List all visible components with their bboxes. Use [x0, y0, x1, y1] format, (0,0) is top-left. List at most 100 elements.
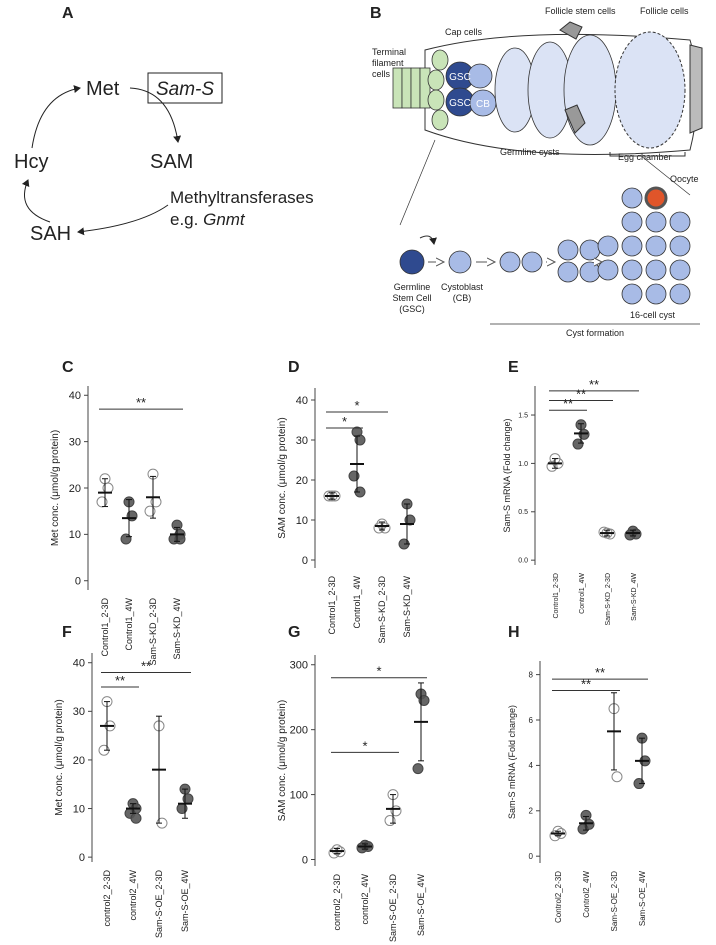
data-point: [384, 815, 396, 827]
y-tick-label: 0: [529, 852, 534, 861]
y-axis-label: Sam-S mRNA (Fold change): [502, 418, 512, 532]
egg-chamber: [614, 31, 686, 149]
significance-label: **: [576, 387, 586, 402]
x-tick-label: Sam-S-KD_2-3D: [605, 573, 612, 626]
node: Met: [86, 78, 120, 100]
label: (CB): [453, 293, 472, 303]
label: Cystoblast (CB): [441, 282, 484, 303]
x-tick-label: Sam-S-KD_4W: [631, 573, 638, 621]
y-tick-label: 4: [529, 761, 534, 770]
y-tick-label: 8: [529, 670, 534, 679]
data-point: [379, 522, 391, 534]
panel-label: B: [370, 5, 382, 22]
diagram-a: A Met Sam-S SAM Methyltransferases e.g. …: [14, 5, 314, 245]
significance-label: **: [115, 673, 125, 688]
terminal-filament: [392, 67, 431, 109]
x-tick-label: Control1_2-3D: [100, 598, 110, 657]
y-tick-label: 40: [69, 390, 81, 402]
node: Hcy: [14, 151, 48, 173]
significance-label: **: [141, 658, 151, 673]
label: Germline Stem Cell (GSC): [392, 282, 431, 314]
label: Stem Cell: [392, 293, 431, 303]
data-point: [130, 812, 142, 824]
node: e.g. Gnmt: [170, 210, 246, 229]
x-tick-label: Control1_4W: [352, 576, 362, 629]
y-tick-label: 0.5: [518, 509, 528, 516]
germline-cysts: [494, 34, 617, 146]
x-tick-label: Sam-S-KD_2-3D: [377, 576, 387, 644]
panel-label: G: [288, 624, 300, 641]
y-tick-label: 20: [296, 475, 308, 487]
label: Oocyte: [670, 174, 699, 184]
significance-label: *: [362, 738, 367, 753]
y-tick-label: 0: [75, 576, 81, 588]
bracket: [609, 152, 686, 157]
label: GSC: [449, 98, 471, 109]
y-tick-label: 300: [290, 660, 308, 672]
x-tick-label: Sam-S-OE_2-3D: [610, 871, 619, 932]
label: Germline cysts: [500, 147, 560, 157]
label: Germline: [394, 282, 431, 292]
y-tick-label: 30: [296, 435, 308, 447]
label: (GSC): [399, 304, 425, 314]
arrow: [77, 204, 169, 236]
data-point: [390, 805, 402, 817]
significance-label: **: [136, 395, 146, 410]
y-axis-label: Met conc. (μmol/g protein): [50, 430, 61, 546]
node: Methyltransferases: [170, 188, 314, 207]
x-tick-label: Control1_4W: [124, 598, 134, 651]
panel-label: A: [62, 5, 74, 22]
y-tick-label: 10: [73, 803, 85, 815]
cyst-cells: [499, 187, 691, 305]
significance-label: **: [581, 677, 591, 692]
x-tick-label: control2_4W: [128, 870, 138, 921]
significance-label: **: [589, 377, 599, 392]
arrow: [129, 87, 182, 143]
label: Cystoblast: [441, 282, 484, 292]
arrow: [21, 179, 51, 223]
arrow: [419, 235, 437, 245]
label: 16-cell cyst: [630, 310, 676, 320]
y-tick-label: 40: [296, 395, 308, 407]
y-axis-label: Met conc. (μmol/g protein): [54, 699, 65, 815]
diagram-b: B GSC GSC CB Cap cells Terminal filament c…: [370, 5, 703, 338]
x-tick-label: Sam-S-KD_4W: [172, 598, 182, 660]
panel-label: D: [288, 359, 300, 376]
label: Cyst formation: [566, 328, 624, 338]
y-tick-label: 20: [73, 755, 85, 767]
significance-label: *: [342, 414, 347, 429]
node: SAM: [150, 151, 193, 173]
label: CB: [476, 99, 490, 110]
node: Gnmt: [203, 210, 246, 229]
data-point: [144, 505, 156, 517]
x-tick-label: control2_4W: [360, 874, 370, 925]
y-tick-label: 10: [296, 515, 308, 527]
gsc: [399, 249, 425, 275]
data-point: [611, 771, 623, 783]
y-axis-label: SAM conc. (μmol/g protein): [277, 417, 288, 538]
cap-cells: [427, 49, 449, 131]
y-tick-label: 30: [69, 436, 81, 448]
y-tick-label: 100: [290, 789, 308, 801]
label: Terminal: [372, 47, 406, 57]
y-tick-label: 40: [73, 658, 85, 670]
zoom-line: [399, 139, 436, 226]
y-axis-label: SAM conc. (μmol/g protein): [277, 700, 288, 821]
label: GSC: [449, 72, 471, 83]
x-tick-label: Control2_2-3D: [554, 871, 563, 923]
data-point: [373, 522, 385, 534]
y-tick-label: 0: [302, 854, 308, 866]
significance-label: *: [354, 398, 359, 413]
follicle-stem-cells: [559, 21, 586, 134]
x-tick-label: Sam-S-OE_2-3D: [388, 874, 398, 943]
x-tick-label: Sam-S-OE_2-3D: [154, 870, 164, 939]
data-point: [546, 460, 558, 472]
oocyte: [644, 186, 668, 210]
x-tick-label: Control1_2-3D: [327, 576, 337, 635]
enzyme-box: [147, 72, 223, 104]
panel-label: E: [508, 359, 519, 376]
x-tick-label: Sam-S-KD_2-3D: [148, 598, 158, 666]
label: Cap cells: [445, 27, 483, 37]
label: filament: [372, 58, 404, 68]
y-tick-label: 200: [290, 725, 308, 737]
